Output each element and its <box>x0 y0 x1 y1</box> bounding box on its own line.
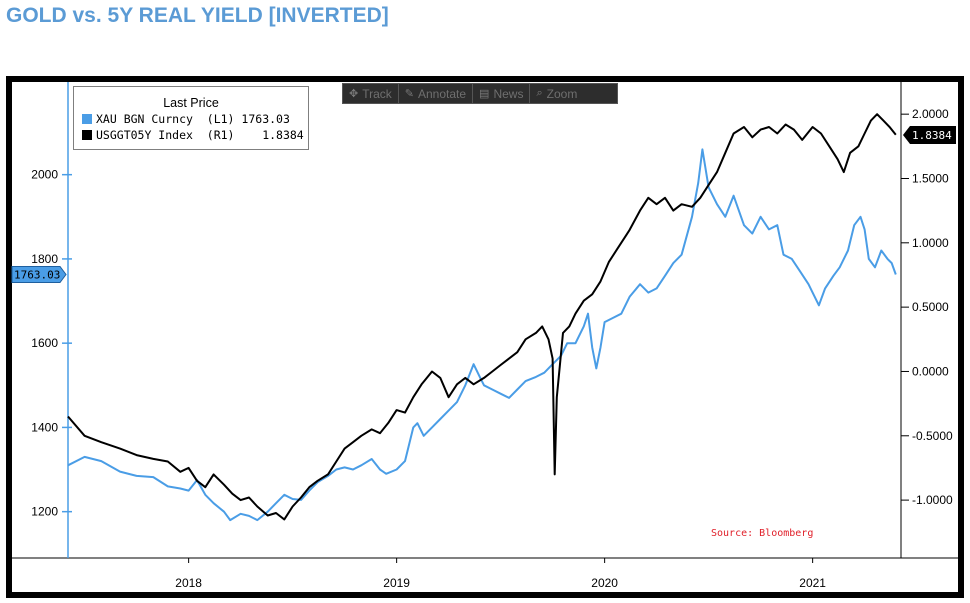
track-label: Track <box>362 86 392 101</box>
left-last-value-flag <box>11 265 67 283</box>
left-tick-label: 1400 <box>31 420 58 434</box>
page-title: GOLD vs. 5Y REAL YIELD [INVERTED] <box>6 4 389 27</box>
chart-toolbar: ✥ Track ✎ Annotate ▤ News ⌕ Zoom <box>342 83 618 104</box>
left-last-value-label: 1763.03 <box>14 268 60 281</box>
legend-gap <box>234 128 262 142</box>
x-tick-label: 2021 <box>799 576 826 590</box>
left-tick-label: 1600 <box>31 336 58 350</box>
legend-name-gold: XAU BGN Curncy (L1) <box>96 112 235 126</box>
legend-gap <box>234 112 241 126</box>
annotate-button[interactable]: ✎ Annotate <box>399 84 474 103</box>
x-tick-label: 2018 <box>175 576 202 590</box>
right-last-value-flag <box>903 125 956 144</box>
source-label: Source: Bloomberg <box>711 528 813 539</box>
move-icon: ✥ <box>349 88 359 100</box>
right-tick-label: 1.0000 <box>912 236 949 250</box>
left-tick-label: 1800 <box>31 252 58 266</box>
right-tick-label: 1.5000 <box>912 171 949 185</box>
x-ticks: 2018 2019 2020 2021 <box>175 558 826 590</box>
right-tick-label: 0.0000 <box>912 364 949 378</box>
legend-title: Last Price <box>163 96 219 110</box>
right-last-value-label: 1.8384 <box>912 129 952 142</box>
left-tick-label: 1200 <box>31 505 58 519</box>
left-tick-label: 2000 <box>31 168 58 182</box>
x-tick-label: 2019 <box>383 576 410 590</box>
track-button[interactable]: ✥ Track <box>343 84 399 103</box>
series-line-real-yield <box>67 113 897 521</box>
left-axis-ticks: 1200 1400 1600 1800 2000 <box>31 168 72 519</box>
right-axis-ticks: 2.0000 1.5000 1.0000 0.5000 0.0000 -0.5000 -1.… <box>901 107 953 507</box>
right-last-value-marker: 1.8384 <box>903 125 956 144</box>
legend-swatch-yield <box>82 130 92 140</box>
x-axis-panel <box>12 558 958 592</box>
right-tick-label: 0.5000 <box>912 300 949 314</box>
right-tick-label: -0.5000 <box>912 429 953 443</box>
legend-name-yield: USGGT05Y Index (R1) <box>96 128 235 142</box>
news-label: News <box>493 86 524 101</box>
right-tick-label: -1.0000 <box>912 493 953 507</box>
legend-entry-yield: USGGT05Y Index (R1) 1.8384 <box>82 128 308 142</box>
magnifier-icon: ⌕ <box>536 87 543 99</box>
chart-legend: Last Price XAU BGN Curncy (L1) 1763.03 U… <box>73 86 309 150</box>
right-axis-panel <box>900 82 958 558</box>
news-icon: ▤ <box>479 88 490 100</box>
series-layer <box>67 113 897 522</box>
annotate-label: Annotate <box>418 86 467 101</box>
news-button[interactable]: ▤ News <box>473 84 531 103</box>
legend-entry-gold: XAU BGN Curncy (L1) 1763.03 <box>82 112 308 126</box>
legend-value-yield: 1.8384 <box>262 128 304 142</box>
zoom-label: Zoom <box>546 86 578 101</box>
zoom-button[interactable]: ⌕ Zoom <box>530 84 583 103</box>
pencil-icon: ✎ <box>404 88 414 100</box>
x-tick-label: 2020 <box>591 576 618 590</box>
right-tick-label: 2.0000 <box>912 107 949 121</box>
legend-swatch-gold <box>82 114 92 124</box>
left-last-value-marker: 1763.03 <box>11 265 67 283</box>
legend-value-gold: 1763.03 <box>241 112 290 126</box>
plot-area <box>12 82 900 558</box>
